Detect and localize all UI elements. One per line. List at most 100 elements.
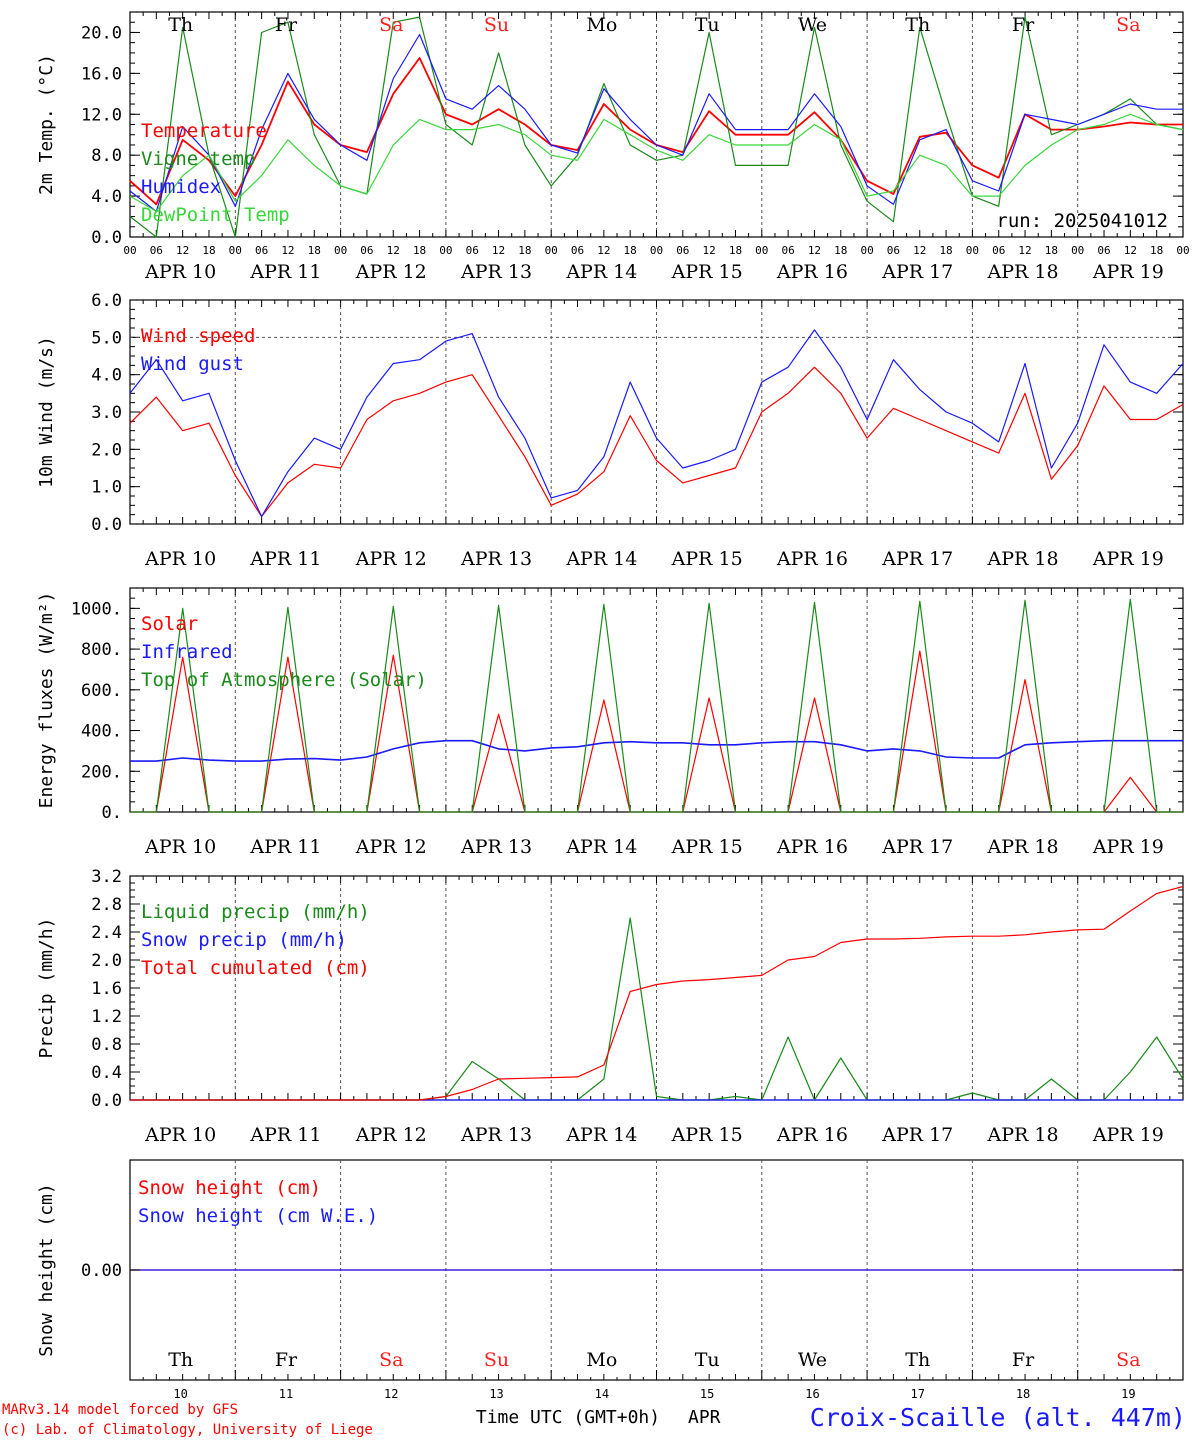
day-name-label: Mo: [586, 1349, 617, 1371]
run-label: run: 2025041012: [996, 210, 1168, 232]
hour-tick-label: 00: [123, 244, 136, 257]
hour-tick-label: 18: [939, 244, 952, 257]
y-axis-label: 10m Wind (m/s): [36, 336, 57, 488]
date-label: APR 10: [144, 261, 216, 283]
day-name-label: We: [798, 1349, 827, 1371]
day-name-label: Su: [484, 14, 509, 36]
y-tick-label: 0.0: [91, 1091, 122, 1111]
panel-frame: [129, 587, 1184, 813]
legend-entry: Snow height (cm W.E.): [138, 1205, 378, 1227]
legend-entry: Liquid precip (mm/h): [141, 901, 370, 923]
hour-tick-label: 00: [229, 244, 242, 257]
date-label: APR 15: [671, 836, 743, 858]
model-credit: MARv3.14 model forced by GFS: [2, 1402, 238, 1418]
date-label: APR 15: [671, 261, 743, 283]
day-name-label: Fr: [275, 14, 298, 36]
y-tick-label: 600.: [81, 681, 122, 701]
hour-tick-label: 12: [597, 244, 610, 257]
day-name-label: Sa: [379, 14, 403, 36]
day-number-label: 17: [911, 1387, 925, 1401]
hour-tick-label: 18: [1150, 244, 1163, 257]
legend-entry: Snow height (cm): [138, 1177, 321, 1199]
day-number-label: 18: [1016, 1387, 1030, 1401]
date-label: APR 14: [565, 836, 637, 858]
series-line-wind-gust: [129, 329, 1184, 518]
y-tick-label: 800.: [81, 640, 122, 660]
legend-entry: Humidex: [141, 176, 221, 198]
hour-tick-label: 06: [676, 244, 689, 257]
y-axis-label: Precip (mm/h): [36, 918, 57, 1059]
legend-entry: Infrared: [141, 641, 233, 663]
date-label: APR 13: [460, 1124, 532, 1146]
series-line-wind-speed: [129, 366, 1184, 518]
date-label: APR 11: [249, 1124, 321, 1146]
hour-tick-label: 00: [1176, 244, 1189, 257]
day-number-label: 14: [595, 1387, 609, 1401]
date-label: APR 17: [881, 261, 953, 283]
legend-entry: DewPoint Temp: [141, 204, 290, 226]
y-tick-label: 0.0: [91, 515, 122, 535]
date-label: APR 18: [987, 261, 1059, 283]
day-name-label: Tu: [695, 14, 720, 36]
legend-entry: Wind speed: [141, 325, 255, 347]
legend-entry: Wind gust: [141, 353, 244, 375]
day-number-label: 19: [1121, 1387, 1135, 1401]
date-label: APR 12: [355, 261, 427, 283]
hour-tick-label: 06: [782, 244, 795, 257]
y-tick-label: 12.0: [81, 105, 122, 125]
day-name-label: Th: [905, 1349, 930, 1371]
date-label: APR 16: [776, 836, 848, 858]
date-label: APR 12: [355, 548, 427, 570]
date-label: APR 11: [249, 836, 321, 858]
day-name-label: Fr: [275, 1349, 298, 1371]
hour-tick-label: 06: [992, 244, 1005, 257]
series-line-vigne-temp: [129, 16, 1184, 238]
date-label: APR 15: [671, 1124, 743, 1146]
y-axis-label: 2m Temp. (°C): [36, 54, 57, 195]
date-label: APR 12: [355, 1124, 427, 1146]
legend-entry: Total cumulated (cm): [141, 957, 370, 979]
date-label: APR 13: [460, 836, 532, 858]
day-name-label: Tu: [695, 1349, 720, 1371]
y-tick-label: 4.0: [91, 187, 122, 207]
day-number-label: 13: [489, 1387, 503, 1401]
hour-tick-label: 12: [808, 244, 821, 257]
y-tick-label: 1.6: [91, 979, 122, 999]
date-label: APR 15: [671, 548, 743, 570]
day-name-label: Sa: [1116, 14, 1140, 36]
y-tick-label: 3.0: [91, 403, 122, 423]
series-line-humidex: [129, 33, 1183, 212]
panel-frame: [129, 299, 1184, 525]
y-tick-label: 0.00: [81, 1261, 122, 1281]
y-tick-label: 0.8: [91, 1035, 122, 1055]
y-tick-label: 5.0: [91, 328, 122, 348]
day-name-label: Su: [484, 1349, 509, 1371]
day-number-label: 15: [700, 1387, 714, 1401]
date-label: APR 12: [355, 836, 427, 858]
y-tick-label: 2.0: [91, 440, 122, 460]
y-tick-label: 3.2: [91, 867, 122, 887]
y-tick-label: 20.0: [81, 23, 122, 43]
series-line-infrared: [130, 739, 1183, 762]
date-label: APR 16: [776, 1124, 848, 1146]
day-number-label: 10: [173, 1387, 187, 1401]
date-label: APR 17: [881, 548, 953, 570]
y-axis-label: Snow height (cm): [36, 1183, 57, 1356]
lab-credit: (c) Lab. of Climatology, University of L…: [2, 1422, 373, 1438]
date-label: APR 16: [776, 548, 848, 570]
hour-tick-label: 06: [360, 244, 373, 257]
series-line-top-of-atmosphere-solar-: [130, 598, 1183, 813]
y-tick-label: 2.4: [91, 923, 122, 943]
legend-entry: Vigne temp: [141, 148, 255, 170]
date-label: APR 14: [565, 548, 637, 570]
hour-tick-label: 00: [650, 244, 663, 257]
y-tick-label: 8.0: [91, 146, 122, 166]
hour-tick-label: 12: [281, 244, 294, 257]
y-tick-label: 200.: [81, 762, 122, 782]
legend-entry: Top of Atmosphere (Solar): [141, 669, 427, 691]
hour-tick-label: 18: [518, 244, 531, 257]
hour-tick-label: 00: [545, 244, 558, 257]
y-tick-label: 16.0: [81, 64, 122, 84]
date-label: APR 11: [249, 261, 321, 283]
